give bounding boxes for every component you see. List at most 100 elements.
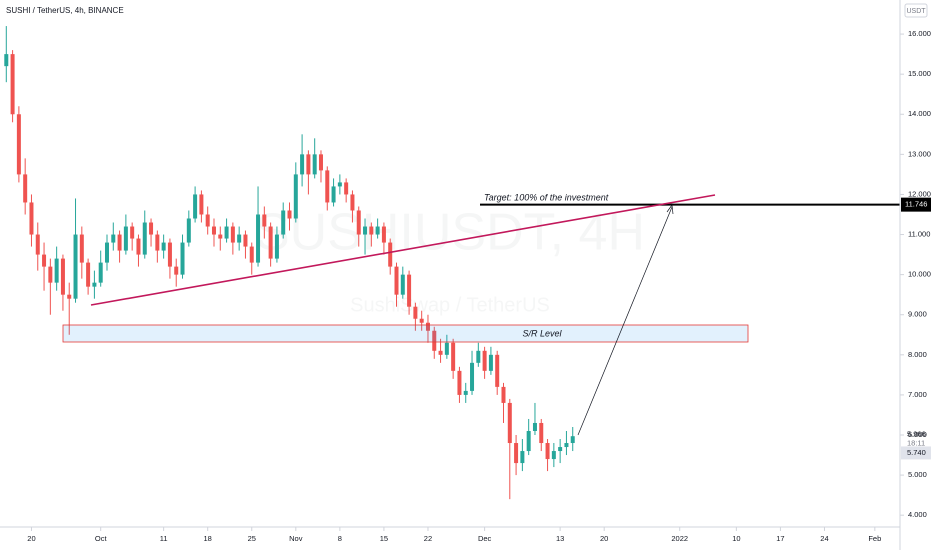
candle-body: [230, 226, 235, 243]
candle-body: [142, 222, 147, 255]
candle-body: [539, 422, 544, 444]
candle-body: [438, 350, 443, 355]
candle-body: [281, 210, 286, 235]
candle-body: [42, 254, 47, 267]
candle-body: [211, 226, 216, 235]
candle-body: [193, 194, 198, 219]
candle-body: [306, 154, 311, 175]
x-tick-label: 8: [338, 534, 342, 543]
candle-body: [432, 330, 437, 351]
candle-body: [425, 322, 430, 331]
candle-body: [86, 262, 91, 287]
candle-body: [92, 282, 97, 287]
candle-body: [60, 258, 65, 295]
x-tick-label: 2022: [671, 534, 688, 543]
candle-body: [16, 114, 21, 175]
candle-body: [325, 170, 330, 203]
candle-body: [300, 154, 305, 175]
candle-body: [117, 234, 122, 251]
candle-body: [256, 214, 261, 263]
x-tick-label: 22: [424, 534, 432, 543]
candle-body: [67, 294, 72, 299]
candle-body: [155, 234, 160, 251]
candle-body: [287, 210, 292, 219]
candle-body: [186, 218, 191, 243]
candle-body: [444, 342, 449, 355]
candle-body: [73, 234, 78, 299]
trend-line: [90, 194, 716, 306]
candle-body: [149, 222, 154, 235]
candle-body: [476, 350, 481, 363]
x-tick-label: Dec: [478, 534, 492, 543]
candle-body: [79, 234, 84, 263]
watermark: SUSHIUSDT, 4H: [255, 204, 645, 262]
y-tick-label: 15.000: [908, 69, 931, 78]
candle-body: [10, 54, 15, 115]
candle-body: [413, 306, 418, 319]
candle-body: [104, 242, 109, 263]
x-tick-label: 20: [27, 534, 35, 543]
candle-body: [356, 210, 361, 235]
candle-body: [507, 402, 512, 444]
zone-label: S/R Level: [522, 328, 562, 338]
candle-body: [388, 242, 393, 267]
plot-area: [4, 26, 900, 500]
candle-body: [136, 238, 141, 255]
candle-body: [123, 226, 128, 251]
x-tick-label: 15: [380, 534, 388, 543]
candle-body: [570, 436, 575, 444]
x-tick-label: Oct: [95, 534, 108, 543]
y-tick-label: 8.000: [908, 350, 927, 359]
candle-body: [205, 214, 210, 227]
x-tick-label: 11: [160, 534, 168, 543]
x-tick-label: 20: [600, 534, 608, 543]
candle-body: [501, 386, 506, 403]
candle-body: [293, 174, 298, 219]
x-tick-label: Feb: [868, 534, 881, 543]
target-badge-label: 11.746: [905, 200, 927, 209]
candle-body: [274, 234, 279, 259]
candle-body: [350, 194, 355, 211]
candle-body: [224, 226, 229, 239]
title-bg: [0, 0, 130, 22]
candle-body: [551, 451, 556, 460]
candle-body: [564, 443, 569, 448]
x-tick-label: 10: [732, 534, 740, 543]
candle-body: [54, 258, 59, 283]
candle-body: [526, 430, 531, 452]
countdown-label: 18:11: [907, 438, 925, 447]
arrow-head: [666, 204, 674, 215]
candle-body: [381, 226, 386, 243]
x-tick-label: 18: [204, 534, 212, 543]
candle-body: [331, 186, 336, 203]
candle-body: [375, 226, 380, 235]
target-label: Target: 100% of the investment: [484, 192, 609, 202]
y-tick-label: 4.000: [908, 510, 927, 519]
y-tick-label: 13.000: [908, 149, 931, 158]
candle-body: [482, 350, 487, 371]
candle-body: [130, 226, 135, 239]
candle-body: [520, 451, 525, 464]
candle-body: [98, 262, 103, 283]
candle-body: [344, 182, 349, 195]
candle-body: [268, 226, 273, 259]
chart-title: SUSHI / TetherUS, 4h, BINANCE: [6, 6, 124, 15]
candle-body: [545, 443, 550, 460]
candle-body: [243, 234, 248, 247]
candle-body: [237, 234, 242, 243]
candle-body: [470, 362, 475, 391]
candle-body: [174, 266, 179, 275]
x-tick-label: 13: [556, 534, 564, 543]
candle-body: [218, 234, 223, 239]
candle-body: [249, 246, 254, 263]
y-tick-label: 16.000: [908, 29, 931, 38]
candle-body: [514, 443, 519, 464]
candle-body: [4, 54, 9, 67]
candle-body: [407, 274, 412, 307]
x-tick-label: 25: [248, 534, 256, 543]
candle-body: [48, 266, 53, 283]
y-tick-label: 12.000: [908, 189, 931, 198]
candle-body: [262, 214, 267, 227]
y-tick-label: 11.000: [908, 230, 930, 239]
